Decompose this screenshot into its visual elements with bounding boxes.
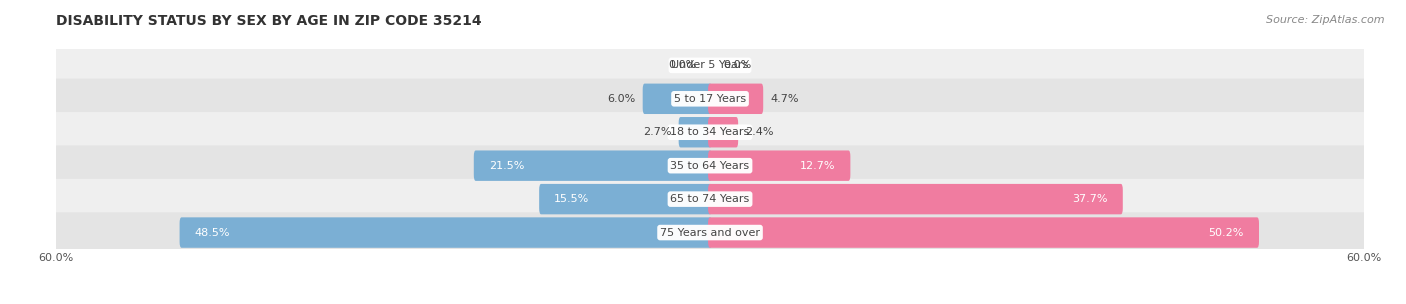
FancyBboxPatch shape: [55, 179, 1365, 219]
Text: 2.7%: 2.7%: [644, 127, 672, 137]
FancyBboxPatch shape: [55, 78, 1365, 119]
FancyBboxPatch shape: [643, 84, 711, 114]
Text: 21.5%: 21.5%: [489, 161, 524, 171]
Text: 50.2%: 50.2%: [1209, 228, 1244, 237]
FancyBboxPatch shape: [55, 212, 1365, 253]
Text: 4.7%: 4.7%: [770, 94, 799, 104]
FancyBboxPatch shape: [180, 217, 711, 248]
FancyBboxPatch shape: [538, 184, 711, 214]
Text: 5 to 17 Years: 5 to 17 Years: [673, 94, 747, 104]
Text: 18 to 34 Years: 18 to 34 Years: [671, 127, 749, 137]
FancyBboxPatch shape: [55, 112, 1365, 153]
FancyBboxPatch shape: [679, 117, 711, 147]
Text: 15.5%: 15.5%: [554, 194, 589, 204]
Text: DISABILITY STATUS BY SEX BY AGE IN ZIP CODE 35214: DISABILITY STATUS BY SEX BY AGE IN ZIP C…: [56, 14, 482, 28]
FancyBboxPatch shape: [709, 117, 738, 147]
Text: Source: ZipAtlas.com: Source: ZipAtlas.com: [1267, 15, 1385, 25]
FancyBboxPatch shape: [709, 184, 1123, 214]
Text: Under 5 Years: Under 5 Years: [672, 60, 748, 70]
FancyBboxPatch shape: [709, 150, 851, 181]
FancyBboxPatch shape: [474, 150, 711, 181]
Text: 35 to 64 Years: 35 to 64 Years: [671, 161, 749, 171]
Text: 2.4%: 2.4%: [745, 127, 773, 137]
Text: 37.7%: 37.7%: [1073, 194, 1108, 204]
Text: 0.0%: 0.0%: [669, 60, 697, 70]
Text: 65 to 74 Years: 65 to 74 Years: [671, 194, 749, 204]
FancyBboxPatch shape: [55, 45, 1365, 86]
Text: 0.0%: 0.0%: [723, 60, 751, 70]
Text: 75 Years and over: 75 Years and over: [659, 228, 761, 237]
FancyBboxPatch shape: [709, 84, 763, 114]
Text: 12.7%: 12.7%: [800, 161, 835, 171]
Text: 48.5%: 48.5%: [194, 228, 231, 237]
FancyBboxPatch shape: [55, 145, 1365, 186]
FancyBboxPatch shape: [709, 217, 1258, 248]
Text: 6.0%: 6.0%: [607, 94, 636, 104]
